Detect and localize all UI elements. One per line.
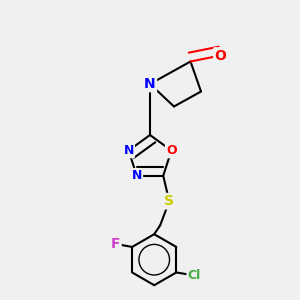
Text: S: S [164,194,174,208]
Text: O: O [214,49,226,62]
Text: N: N [144,77,156,91]
Text: N: N [132,169,142,182]
Text: F: F [111,237,120,251]
Text: N: N [123,144,134,157]
Text: O: O [166,144,177,157]
Text: Cl: Cl [188,269,201,282]
